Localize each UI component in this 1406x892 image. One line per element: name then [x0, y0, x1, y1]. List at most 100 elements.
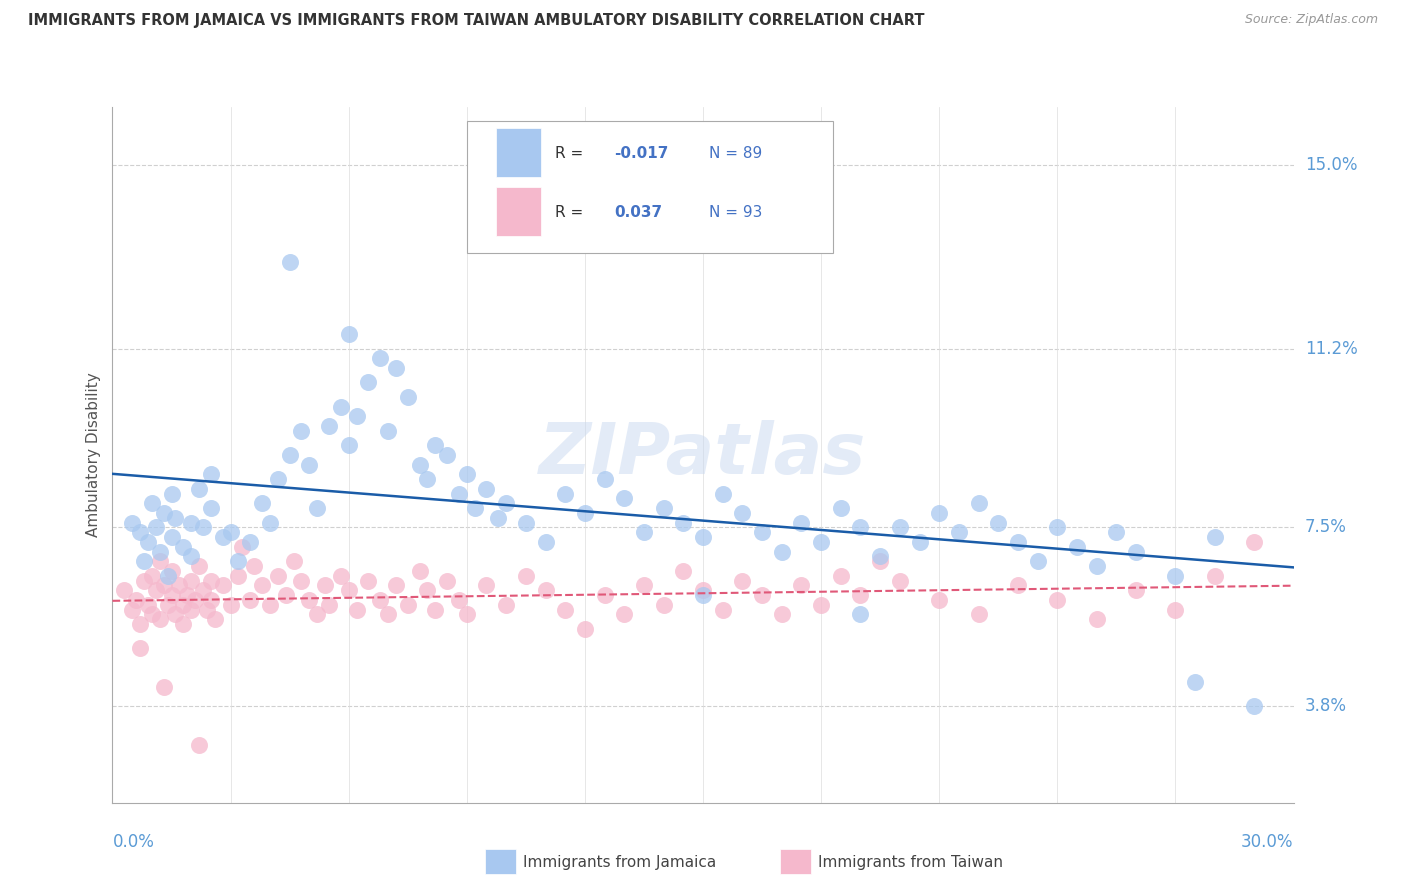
Point [141, 607, 163, 622]
Point [169, 578, 191, 592]
Text: N = 89: N = 89 [709, 146, 762, 161]
Point [219, 598, 242, 612]
Point [204, 612, 226, 626]
Point [160, 588, 183, 602]
Point [165, 510, 187, 524]
Point [188, 559, 211, 574]
Point [495, 598, 517, 612]
Point [239, 535, 262, 549]
Point [633, 525, 655, 540]
Point [869, 554, 891, 568]
Point [1085, 559, 1108, 574]
Point [1007, 535, 1029, 549]
Point [408, 564, 430, 578]
Point [250, 496, 273, 510]
Point [180, 516, 202, 530]
Point [731, 574, 754, 588]
Point [141, 496, 163, 510]
Point [849, 607, 872, 622]
Point [790, 578, 813, 592]
Point [554, 486, 576, 500]
Point [156, 598, 179, 612]
Point [456, 467, 478, 482]
Point [329, 400, 352, 414]
Point [337, 583, 360, 598]
Point [408, 458, 430, 472]
Point [889, 574, 911, 588]
Point [534, 583, 557, 598]
Point [1007, 578, 1029, 592]
Point [180, 574, 202, 588]
Point [1243, 699, 1265, 714]
Point [200, 592, 222, 607]
Text: 11.2%: 11.2% [1305, 340, 1357, 358]
Point [141, 568, 163, 582]
Point [357, 574, 380, 588]
Point [810, 598, 832, 612]
Point [464, 501, 486, 516]
Point [211, 578, 233, 592]
Point [191, 520, 214, 534]
Point [1164, 568, 1187, 582]
Point [152, 506, 174, 520]
Point [593, 588, 616, 602]
Point [967, 496, 990, 510]
Point [243, 559, 266, 574]
Point [948, 525, 970, 540]
Point [136, 598, 159, 612]
FancyBboxPatch shape [496, 187, 541, 235]
Point [1164, 602, 1187, 616]
Point [346, 602, 368, 616]
Point [267, 472, 290, 486]
Text: N = 93: N = 93 [709, 205, 762, 220]
Point [849, 520, 872, 534]
Point [176, 588, 198, 602]
Point [307, 501, 329, 516]
Point [160, 486, 183, 500]
Point [396, 598, 419, 612]
Point [318, 598, 340, 612]
Point [770, 607, 793, 622]
Point [368, 592, 391, 607]
Point [283, 554, 305, 568]
Point [172, 598, 194, 612]
Point [1105, 525, 1128, 540]
Point [711, 602, 734, 616]
Point [368, 351, 391, 366]
FancyBboxPatch shape [496, 128, 541, 177]
Text: ZIPatlas: ZIPatlas [540, 420, 866, 490]
Point [416, 472, 439, 486]
Point [132, 554, 155, 568]
Point [385, 361, 408, 376]
Point [447, 592, 470, 607]
Point [790, 516, 813, 530]
Point [145, 583, 167, 598]
Point [1204, 568, 1226, 582]
Point [149, 612, 172, 626]
Point [1046, 592, 1069, 607]
Point [770, 544, 793, 558]
Point [889, 520, 911, 534]
Point [267, 568, 290, 582]
Point [1204, 530, 1226, 544]
Text: Source: ZipAtlas.com: Source: ZipAtlas.com [1244, 13, 1378, 27]
Point [928, 592, 950, 607]
Point [475, 482, 498, 496]
Point [172, 540, 194, 554]
Point [810, 535, 832, 549]
Point [160, 564, 183, 578]
Point [613, 607, 636, 622]
Point [211, 530, 233, 544]
Point [731, 506, 754, 520]
Point [250, 578, 273, 592]
Point [692, 530, 714, 544]
Point [298, 458, 321, 472]
Point [1184, 675, 1206, 690]
Point [1066, 540, 1088, 554]
Point [425, 602, 447, 616]
Text: 30.0%: 30.0% [1241, 833, 1294, 851]
Point [200, 501, 222, 516]
Point [475, 578, 498, 592]
Point [129, 525, 152, 540]
Point [396, 390, 419, 404]
